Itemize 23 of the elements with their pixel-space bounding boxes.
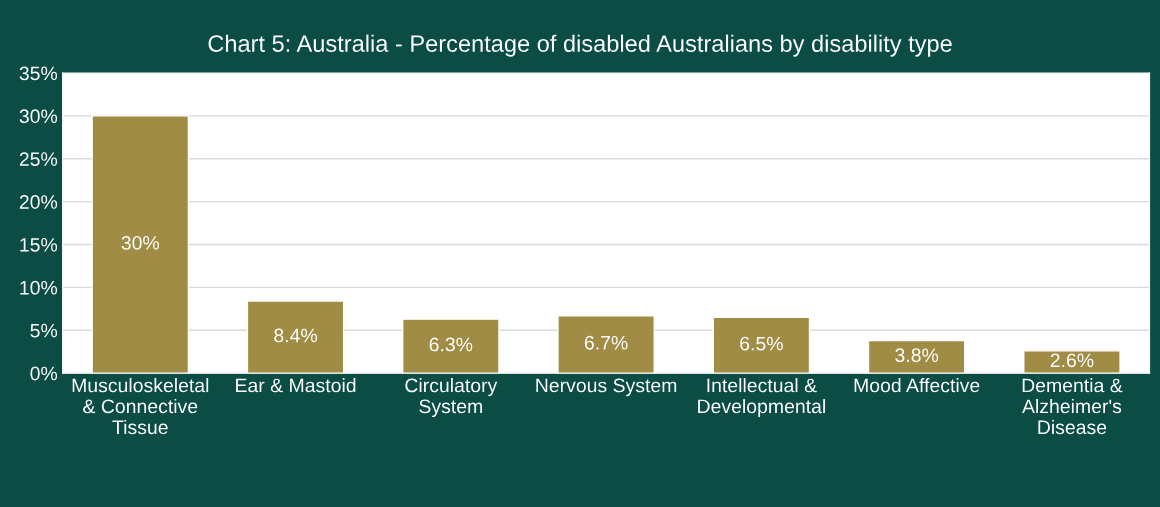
data-label: 6.7%	[584, 335, 628, 350]
y-tick-label: 0%	[30, 366, 58, 381]
data-label: 2.6%	[1050, 353, 1094, 368]
data-label: 6.3%	[429, 337, 473, 352]
x-tick-label: Dementia & Alzheimer's Disease	[1022, 378, 1123, 435]
y-tick-label: 20%	[19, 195, 58, 209]
data-label: 30%	[121, 235, 160, 250]
y-tick-label: 15%	[20, 238, 58, 252]
y-tick-label: 25%	[19, 152, 58, 166]
x-tick-label: Mood Affective	[854, 378, 980, 393]
x-tick-label: Circulatory System	[405, 378, 498, 418]
data-label: 3.8%	[895, 348, 939, 363]
y-tick-label: 5%	[30, 323, 58, 338]
x-tick-label: Musculoskeletal & Connective Tissue	[72, 378, 209, 435]
y-tick-label: 30%	[19, 109, 58, 124]
data-label: 6.5%	[740, 336, 783, 351]
data-label: 8.4%	[274, 328, 318, 343]
x-tick-label: Ear & Mastoid	[236, 378, 356, 393]
x-tick-label: Nervous System	[536, 378, 677, 397]
x-tick-label: Intellectual & Developmental	[698, 378, 825, 418]
y-tick-label: 10%	[20, 280, 58, 295]
chart-title: Chart 5: Australia - Percentage of disabled Australians by disability type	[208, 34, 952, 57]
y-tick-label: 35%	[19, 66, 58, 81]
